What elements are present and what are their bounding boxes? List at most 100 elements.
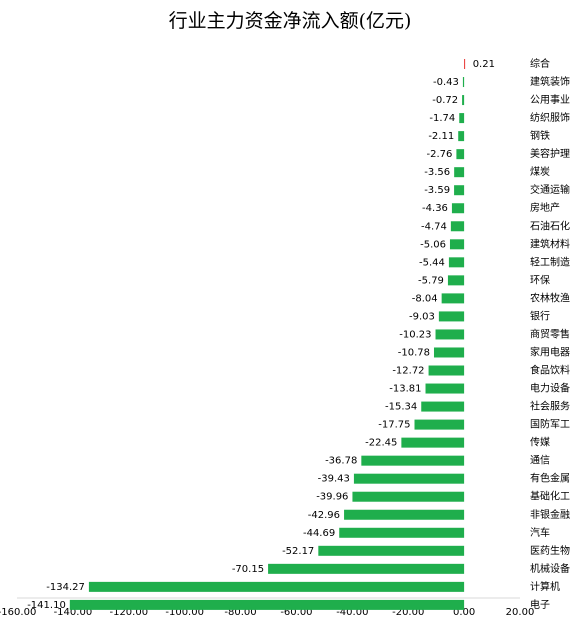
y-tick-label: 通信	[530, 455, 550, 467]
x-tick-label: 20.00	[506, 607, 535, 618]
bar	[451, 203, 465, 214]
value-label: -22.45	[365, 438, 397, 449]
y-tick-label: 基础化工	[530, 490, 570, 503]
bar	[458, 131, 465, 142]
bar	[344, 509, 465, 520]
value-label: -141.10	[27, 600, 66, 611]
y-tick-label: 家用电器	[530, 345, 570, 358]
bar	[425, 383, 465, 394]
bar	[88, 581, 465, 592]
y-tick-label: 电力设备	[530, 382, 570, 395]
value-label: -2.11	[428, 131, 454, 142]
bar	[454, 167, 465, 178]
value-label: -1.74	[429, 113, 455, 124]
bar	[454, 185, 465, 196]
value-label: -39.43	[318, 474, 350, 485]
y-tick-label: 石油石化	[530, 219, 570, 232]
bar	[447, 275, 465, 286]
bar	[448, 257, 465, 268]
y-tick-label: 银行	[530, 309, 550, 322]
value-label: -8.04	[412, 293, 438, 304]
bar	[450, 221, 465, 232]
value-label: -5.79	[418, 275, 444, 286]
y-tick-label: 汽车	[530, 526, 550, 539]
bar	[339, 527, 465, 538]
bar	[459, 113, 465, 124]
value-label: -5.06	[420, 239, 446, 250]
y-tick-label: 计算机	[530, 580, 560, 593]
y-tick-label: 传媒	[530, 437, 550, 449]
value-label: -36.78	[325, 456, 357, 467]
x-tick-label: -20.00	[392, 607, 424, 618]
value-label: -10.23	[399, 329, 431, 340]
y-tick-label: 建筑装饰	[530, 75, 570, 88]
bar	[428, 365, 465, 376]
value-label: -39.96	[316, 492, 348, 503]
y-tick-label: 有色金属	[530, 472, 570, 485]
bar	[464, 59, 466, 69]
value-label: -3.56	[424, 167, 450, 178]
x-tick-label: -100.00	[165, 607, 204, 618]
value-label: -0.43	[433, 77, 459, 88]
value-label: -0.72	[432, 95, 458, 106]
bar	[438, 311, 465, 322]
y-tick-label: 轻工制造	[530, 255, 570, 268]
y-tick-label: 公用事业	[530, 93, 570, 106]
chart-title: 行业主力资金净流入额(亿元)	[169, 10, 412, 32]
value-label: -13.81	[389, 384, 421, 395]
value-label: -52.17	[282, 546, 314, 557]
y-tick-label: 电子	[530, 598, 550, 611]
bar	[318, 545, 465, 556]
bar	[462, 95, 465, 106]
value-label: -5.44	[419, 257, 445, 268]
value-label: -2.76	[427, 149, 453, 160]
x-tick-label: -60.00	[280, 607, 312, 618]
bar	[268, 563, 465, 574]
value-label: -42.96	[308, 510, 340, 521]
x-tick-label: 0.00	[453, 607, 475, 618]
bar	[421, 401, 465, 412]
y-tick-label: 医药生物	[530, 544, 570, 557]
y-tick-label: 综合	[530, 57, 550, 70]
y-tick-label: 环保	[530, 273, 550, 286]
value-label: -70.15	[232, 564, 264, 575]
y-tick-label: 房地产	[530, 201, 560, 214]
value-label: -4.74	[421, 221, 447, 232]
x-tick-label: -160.00	[0, 607, 36, 618]
bar	[352, 491, 465, 502]
bar	[462, 77, 465, 88]
y-tick-label: 国防军工	[530, 418, 570, 431]
y-tick-label: 建筑材料	[530, 237, 570, 250]
bar	[353, 473, 465, 484]
y-tick-label: 美容护理	[530, 147, 570, 160]
y-tick-label: 商贸零售	[530, 327, 570, 340]
bar	[69, 599, 465, 610]
bar	[456, 149, 465, 160]
value-label: -10.78	[398, 347, 430, 358]
bar	[414, 419, 465, 430]
bar	[361, 455, 465, 466]
value-label: -44.69	[303, 528, 335, 539]
value-label: 0.21	[473, 59, 495, 70]
y-tick-label: 非银金融	[530, 508, 570, 521]
value-label: -4.36	[422, 203, 448, 214]
y-tick-label: 社会服务	[530, 400, 570, 413]
x-tick-label: -120.00	[109, 607, 148, 618]
bar	[441, 293, 465, 304]
x-tick-label: -140.00	[54, 607, 93, 618]
y-tick-label: 农林牧渔	[530, 291, 570, 304]
bar	[433, 347, 465, 358]
y-tick-label: 食品饮料	[530, 364, 570, 377]
value-label: -12.72	[392, 366, 424, 377]
y-tick-label: 煤炭	[530, 165, 550, 178]
value-label: -134.27	[46, 582, 85, 593]
value-label: -15.34	[385, 402, 417, 413]
x-tick-label: -40.00	[336, 607, 368, 618]
bar	[449, 239, 465, 250]
value-label: -17.75	[378, 420, 410, 431]
bar	[435, 329, 465, 340]
value-label: -3.59	[424, 185, 450, 196]
y-tick-label: 钢铁	[530, 129, 550, 142]
y-tick-label: 纺织服饰	[530, 111, 570, 124]
